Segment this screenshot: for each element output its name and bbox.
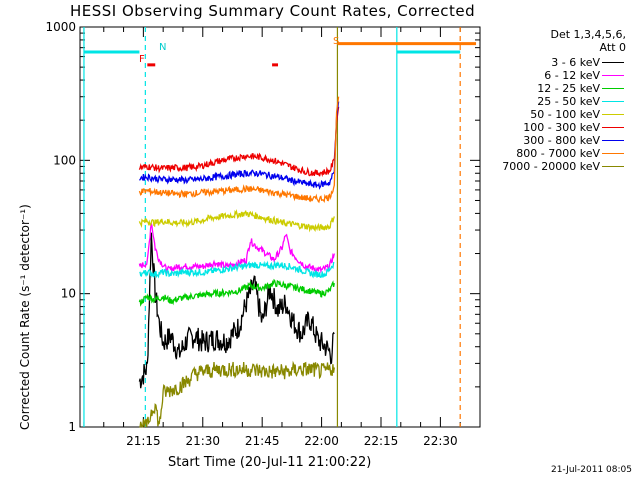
x-tick-label: 22:30 xyxy=(423,434,458,448)
series-line xyxy=(138,209,335,233)
series-line xyxy=(138,232,335,389)
legend-label: 100 - 300 keV xyxy=(523,121,600,134)
legend-item: 7000 - 20000 keV xyxy=(482,160,632,173)
legend-label: 25 - 50 keV xyxy=(537,95,600,108)
timestamp-footer: 21-Jul-2011 08:05 xyxy=(550,465,632,475)
series-line xyxy=(139,360,335,428)
legend-header-detectors: Det 1,3,4,5,6, xyxy=(550,28,626,41)
series-line xyxy=(139,101,340,190)
x-tick-label: 22:00 xyxy=(304,434,339,448)
legend-label: 7000 - 20000 keV xyxy=(502,160,600,173)
series-lines xyxy=(138,96,340,428)
marker-f: F xyxy=(139,54,145,65)
legend-swatch xyxy=(602,153,624,154)
legend-label: 3 - 6 keV xyxy=(551,56,600,69)
legend-swatch xyxy=(602,88,624,89)
legend-swatch xyxy=(602,140,624,141)
chart-title: HESSI Observing Summary Count Rates, Cor… xyxy=(70,2,476,20)
attenuator-bars xyxy=(83,42,477,67)
legend-label: 12 - 25 keV xyxy=(537,82,600,95)
axis-ticks xyxy=(80,26,481,428)
series-line xyxy=(138,278,335,307)
series-line xyxy=(138,106,340,178)
y-tick-label: 1 xyxy=(68,420,76,434)
vertical-lines xyxy=(83,27,461,427)
legend-label: 800 - 7000 keV xyxy=(516,147,600,160)
legend-item: 3 - 6 keV xyxy=(482,56,632,69)
series-line xyxy=(139,260,335,279)
x-tick-labels: 21:15 21:30 21:45 22:00 22:15 22:30 xyxy=(126,434,458,448)
legend-header-attenuator: Att 0 xyxy=(599,41,626,54)
legend-item: 800 - 7000 keV xyxy=(482,147,632,160)
x-tick-label: 21:15 xyxy=(126,434,161,448)
marker-n: N xyxy=(159,42,166,53)
legend-swatch xyxy=(602,166,624,167)
legend: Det 1,3,4,5,6, Att 0 3 - 6 keV 6 - 12 keV… xyxy=(482,28,632,173)
y-axis-label: Corrected Count Rate (s⁻¹ detector⁻¹) xyxy=(18,204,32,430)
series-line xyxy=(138,96,340,204)
legend-swatch xyxy=(602,127,624,128)
legend-item: 300 - 800 keV xyxy=(482,134,632,147)
legend-item: 100 - 300 keV xyxy=(482,121,632,134)
y-tick-label: 1000 xyxy=(45,20,76,34)
legend-item: 12 - 25 keV xyxy=(482,82,632,95)
y-tick-labels: 1 10 100 1000 xyxy=(45,20,76,434)
legend-item: 25 - 50 keV xyxy=(482,95,632,108)
legend-label: 50 - 100 keV xyxy=(530,108,600,121)
y-tick-label: 100 xyxy=(53,153,76,167)
legend-swatch xyxy=(602,114,624,115)
legend-item: 50 - 100 keV xyxy=(482,108,632,121)
legend-swatch xyxy=(602,62,624,63)
legend-item: 6 - 12 keV xyxy=(482,69,632,82)
x-tick-label: 21:30 xyxy=(185,434,220,448)
marker-s: S xyxy=(333,36,339,47)
legend-label: 6 - 12 keV xyxy=(544,69,600,82)
plot-frame xyxy=(79,26,481,428)
legend-swatch xyxy=(602,75,624,76)
y-tick-label: 10 xyxy=(61,287,76,301)
x-tick-label: 22:15 xyxy=(364,434,399,448)
legend-swatch xyxy=(602,101,624,102)
legend-label: 300 - 800 keV xyxy=(523,134,600,147)
x-tick-label: 21:45 xyxy=(245,434,280,448)
series-line xyxy=(138,223,335,274)
x-axis-label: Start Time (20-Jul-11 21:00:22) xyxy=(168,455,372,470)
